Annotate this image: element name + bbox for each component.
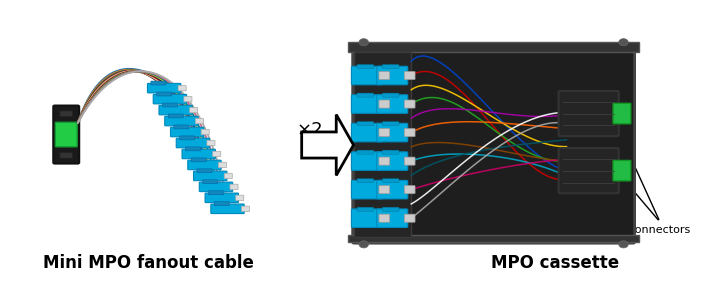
FancyBboxPatch shape xyxy=(405,186,415,194)
FancyBboxPatch shape xyxy=(192,158,206,162)
FancyBboxPatch shape xyxy=(351,123,382,142)
FancyBboxPatch shape xyxy=(379,100,390,108)
FancyBboxPatch shape xyxy=(201,129,210,135)
FancyBboxPatch shape xyxy=(377,66,408,85)
FancyBboxPatch shape xyxy=(224,173,233,179)
FancyBboxPatch shape xyxy=(188,160,221,170)
FancyBboxPatch shape xyxy=(559,91,618,136)
Text: MPO connectors: MPO connectors xyxy=(600,225,690,235)
FancyBboxPatch shape xyxy=(212,151,221,157)
FancyBboxPatch shape xyxy=(382,122,399,126)
FancyBboxPatch shape xyxy=(382,179,399,183)
FancyBboxPatch shape xyxy=(168,114,183,118)
FancyBboxPatch shape xyxy=(351,66,382,85)
FancyBboxPatch shape xyxy=(379,128,390,137)
FancyBboxPatch shape xyxy=(189,107,198,113)
FancyBboxPatch shape xyxy=(211,204,244,213)
FancyBboxPatch shape xyxy=(218,162,227,168)
FancyBboxPatch shape xyxy=(241,206,250,211)
FancyBboxPatch shape xyxy=(382,65,399,69)
FancyBboxPatch shape xyxy=(357,122,374,126)
Text: MPO cassette: MPO cassette xyxy=(491,254,619,272)
FancyBboxPatch shape xyxy=(351,209,382,227)
FancyBboxPatch shape xyxy=(351,95,382,113)
FancyBboxPatch shape xyxy=(379,186,390,194)
FancyBboxPatch shape xyxy=(171,127,204,137)
FancyBboxPatch shape xyxy=(377,152,408,171)
FancyBboxPatch shape xyxy=(151,81,166,85)
FancyBboxPatch shape xyxy=(379,71,390,79)
FancyBboxPatch shape xyxy=(60,153,73,158)
FancyBboxPatch shape xyxy=(379,214,390,222)
FancyBboxPatch shape xyxy=(165,116,198,126)
FancyBboxPatch shape xyxy=(153,94,186,104)
FancyBboxPatch shape xyxy=(209,191,223,195)
FancyBboxPatch shape xyxy=(53,106,79,164)
FancyBboxPatch shape xyxy=(357,150,374,154)
FancyBboxPatch shape xyxy=(377,180,408,199)
FancyBboxPatch shape xyxy=(159,105,192,115)
FancyBboxPatch shape xyxy=(405,71,415,79)
Circle shape xyxy=(359,39,369,46)
Bar xyxy=(348,42,639,52)
FancyBboxPatch shape xyxy=(182,149,215,159)
FancyBboxPatch shape xyxy=(230,184,238,190)
FancyBboxPatch shape xyxy=(613,160,631,181)
FancyBboxPatch shape xyxy=(405,157,415,165)
FancyBboxPatch shape xyxy=(379,157,390,165)
FancyBboxPatch shape xyxy=(351,152,382,171)
FancyBboxPatch shape xyxy=(353,46,634,243)
Circle shape xyxy=(359,241,369,248)
FancyBboxPatch shape xyxy=(203,180,217,184)
FancyBboxPatch shape xyxy=(351,180,382,199)
FancyBboxPatch shape xyxy=(197,169,212,173)
FancyBboxPatch shape xyxy=(207,140,215,146)
FancyBboxPatch shape xyxy=(613,103,631,124)
Bar xyxy=(348,235,639,242)
FancyBboxPatch shape xyxy=(55,122,77,147)
FancyBboxPatch shape xyxy=(174,125,189,129)
FancyBboxPatch shape xyxy=(148,84,181,93)
FancyBboxPatch shape xyxy=(357,179,374,183)
FancyBboxPatch shape xyxy=(405,100,415,108)
FancyBboxPatch shape xyxy=(205,193,238,203)
FancyBboxPatch shape xyxy=(377,123,408,142)
FancyBboxPatch shape xyxy=(382,207,399,211)
FancyBboxPatch shape xyxy=(215,202,229,206)
FancyBboxPatch shape xyxy=(186,147,200,151)
FancyBboxPatch shape xyxy=(235,195,244,200)
FancyBboxPatch shape xyxy=(195,118,204,124)
Polygon shape xyxy=(302,115,354,175)
FancyBboxPatch shape xyxy=(382,150,399,154)
FancyBboxPatch shape xyxy=(405,214,415,222)
FancyBboxPatch shape xyxy=(60,111,73,117)
FancyBboxPatch shape xyxy=(176,138,210,148)
Circle shape xyxy=(618,39,629,46)
FancyBboxPatch shape xyxy=(377,209,408,227)
FancyBboxPatch shape xyxy=(382,93,399,97)
FancyBboxPatch shape xyxy=(180,136,194,140)
Text: ×2: ×2 xyxy=(297,121,323,139)
FancyBboxPatch shape xyxy=(357,207,374,211)
FancyBboxPatch shape xyxy=(357,65,374,69)
Text: Mini MPO fanout cable: Mini MPO fanout cable xyxy=(42,254,253,272)
Bar xyxy=(354,52,411,237)
FancyBboxPatch shape xyxy=(199,182,233,192)
FancyBboxPatch shape xyxy=(157,92,171,96)
FancyBboxPatch shape xyxy=(377,95,408,113)
FancyBboxPatch shape xyxy=(357,93,374,97)
FancyBboxPatch shape xyxy=(194,171,227,181)
Circle shape xyxy=(618,241,629,248)
FancyBboxPatch shape xyxy=(184,97,192,102)
FancyBboxPatch shape xyxy=(163,103,177,107)
FancyBboxPatch shape xyxy=(559,148,618,193)
FancyBboxPatch shape xyxy=(178,86,186,91)
FancyBboxPatch shape xyxy=(405,128,415,137)
